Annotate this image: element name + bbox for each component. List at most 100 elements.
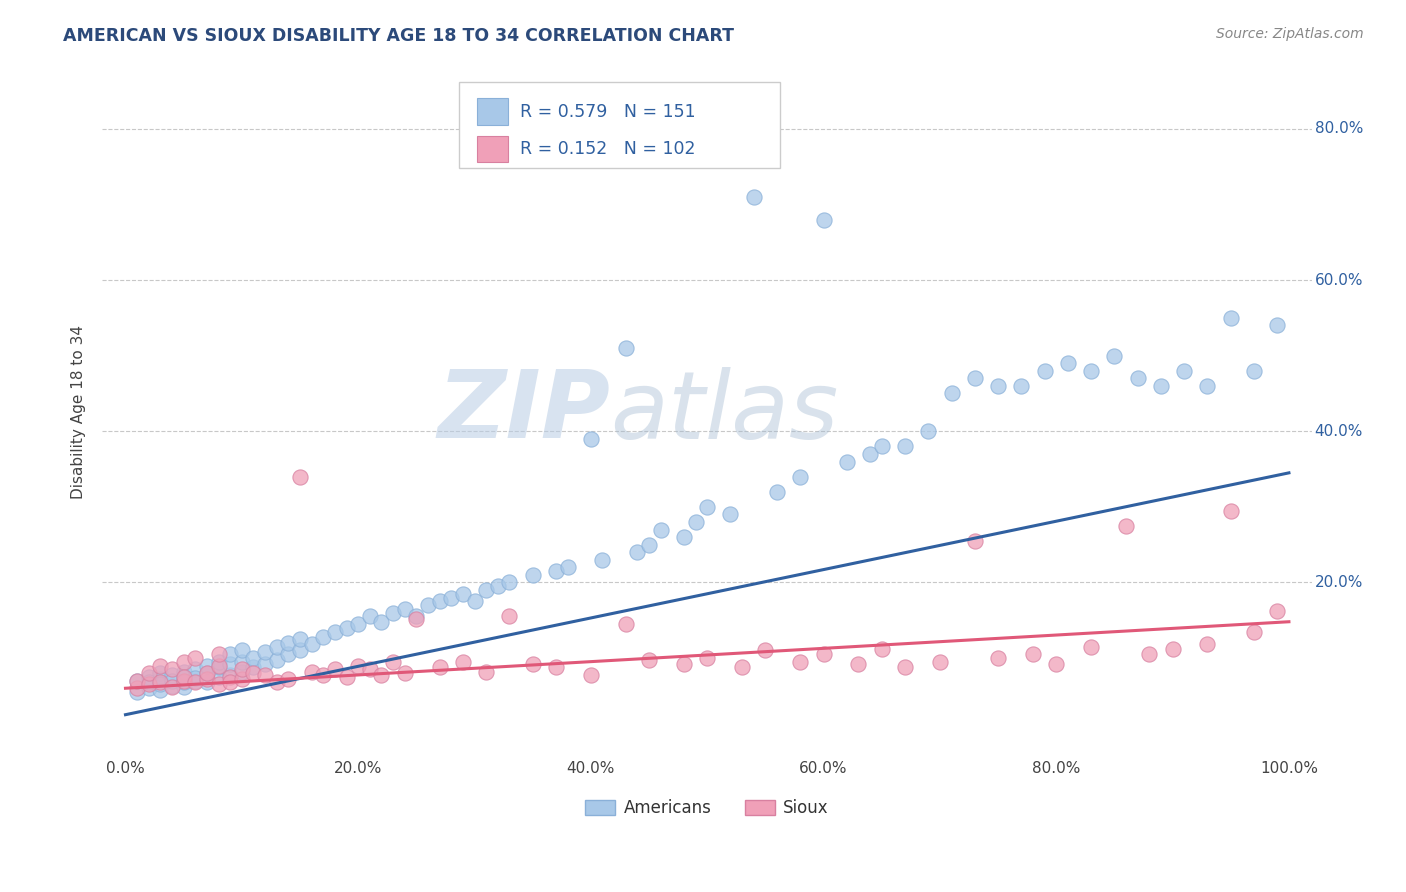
Point (1173, 364, 1195, 378)
Point (173, 670, 195, 684)
Legend: Americans, Sioux: Americans, Sioux (579, 792, 835, 823)
Text: Source: ZipAtlas.com: Source: ZipAtlas.com (1216, 27, 1364, 41)
Point (138, 681, 160, 696)
Point (870, 439, 893, 453)
Point (231, 655, 253, 669)
Point (672, 657, 695, 671)
Point (1045, 657, 1067, 671)
Point (405, 612, 427, 626)
Point (301, 665, 323, 679)
Point (463, 594, 485, 608)
Point (451, 655, 474, 669)
Point (335, 621, 357, 635)
Point (1219, 310, 1241, 325)
Point (207, 660, 229, 674)
Point (347, 617, 370, 632)
Point (288, 643, 311, 657)
Point (1243, 624, 1265, 639)
Point (312, 667, 335, 681)
Point (1022, 647, 1045, 661)
Point (429, 660, 451, 674)
Point (184, 675, 207, 690)
Point (1137, 647, 1160, 661)
Point (650, 523, 672, 537)
Point (219, 675, 242, 690)
Point (544, 564, 567, 578)
Point (149, 675, 172, 690)
Point (870, 642, 893, 657)
Point (370, 667, 392, 681)
Point (207, 647, 229, 661)
Text: atlas: atlas (610, 367, 838, 458)
Point (219, 670, 242, 684)
Point (277, 636, 299, 650)
Point (894, 660, 917, 674)
Point (1033, 364, 1056, 378)
Point (614, 617, 637, 632)
Point (859, 447, 882, 461)
Point (195, 675, 218, 690)
Point (219, 657, 242, 671)
Point (696, 651, 718, 665)
Point (941, 386, 963, 401)
Point (638, 538, 661, 552)
Point (789, 469, 811, 483)
Point (207, 677, 229, 691)
Point (359, 662, 381, 676)
Point (184, 672, 207, 686)
Point (1057, 356, 1080, 370)
Point (928, 655, 950, 669)
Point (195, 666, 218, 681)
FancyBboxPatch shape (460, 82, 780, 169)
Point (231, 672, 253, 686)
Point (207, 670, 229, 684)
Point (1126, 371, 1149, 385)
Point (1104, 349, 1126, 363)
Point (184, 662, 207, 676)
Text: AMERICAN VS SIOUX DISABILITY AGE 18 TO 34 CORRELATION CHART: AMERICAN VS SIOUX DISABILITY AGE 18 TO 3… (63, 27, 734, 45)
Point (405, 609, 427, 624)
Point (266, 675, 288, 690)
Point (1197, 379, 1219, 393)
Point (277, 672, 299, 686)
Point (138, 670, 160, 684)
Point (963, 533, 986, 548)
Point (987, 379, 1010, 393)
Text: 60.0%: 60.0% (1315, 273, 1364, 287)
Point (1150, 379, 1173, 393)
Point (579, 667, 602, 681)
Point (440, 591, 463, 605)
Point (138, 666, 160, 681)
Point (1080, 364, 1102, 378)
Point (231, 662, 253, 676)
Point (720, 508, 742, 522)
Point (312, 630, 335, 644)
Point (323, 662, 346, 676)
Point (127, 685, 149, 699)
Point (685, 515, 707, 529)
Point (207, 658, 229, 673)
Point (429, 594, 451, 608)
Point (335, 670, 357, 684)
Point (219, 647, 242, 661)
Text: ZIP: ZIP (437, 367, 610, 458)
Point (835, 454, 858, 468)
Text: 40.0%: 40.0% (1315, 424, 1362, 439)
Point (498, 609, 520, 624)
Point (672, 530, 695, 544)
Y-axis label: Disability Age 18 to 34: Disability Age 18 to 34 (72, 326, 86, 500)
Point (149, 658, 172, 673)
Point (1265, 604, 1288, 618)
Point (1010, 379, 1032, 393)
Point (592, 553, 614, 567)
Point (160, 673, 183, 688)
Point (742, 190, 765, 204)
Point (277, 647, 299, 661)
Point (323, 624, 346, 639)
Point (498, 575, 520, 590)
Point (266, 652, 288, 666)
Point (557, 560, 579, 574)
Point (370, 615, 392, 629)
Point (160, 662, 183, 676)
Point (579, 432, 602, 446)
